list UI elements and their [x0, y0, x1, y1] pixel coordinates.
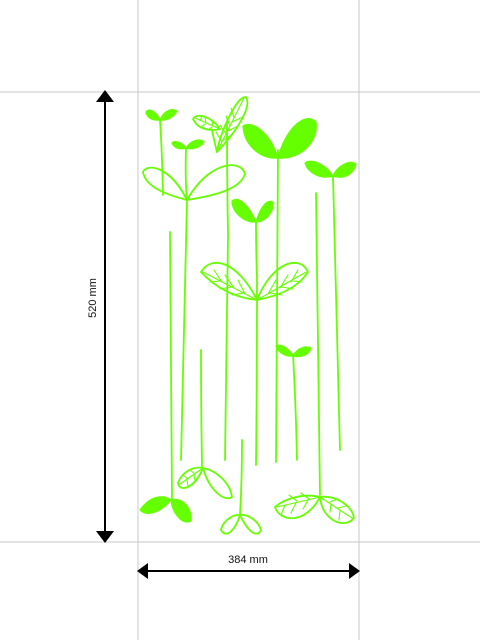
stem	[200, 349, 203, 469]
leaf-outline	[220, 514, 241, 535]
leaf-vein	[202, 269, 258, 301]
leaf	[242, 123, 279, 159]
leaf	[159, 109, 178, 121]
leaf-outline	[200, 262, 258, 301]
leaf	[145, 109, 161, 121]
leaf	[277, 118, 317, 159]
leaf	[332, 161, 357, 178]
leaf-outline	[142, 166, 188, 201]
stem	[169, 231, 173, 501]
width-dimension-label: 384 mm	[228, 554, 268, 566]
leaf	[231, 198, 257, 223]
leaf-vein	[179, 467, 204, 487]
leaf-vein	[194, 115, 221, 131]
leaf	[139, 496, 172, 514]
leaf-vein	[319, 496, 353, 521]
stem	[315, 192, 321, 496]
leaf	[255, 200, 274, 223]
leaf-vein	[256, 269, 307, 301]
leaf	[171, 141, 187, 150]
leaf-veins	[179, 97, 353, 521]
leaf-outline	[239, 514, 262, 535]
stem	[332, 175, 341, 451]
arrowhead-up	[96, 90, 114, 102]
leaf-outline	[186, 164, 246, 201]
height-dimension: 520 mm	[87, 90, 114, 543]
stem	[255, 221, 258, 466]
leaf	[170, 498, 192, 523]
leaf	[185, 139, 205, 150]
stem	[275, 149, 279, 463]
leaf-vein	[215, 97, 245, 153]
stem	[159, 119, 164, 196]
arrowhead-right	[349, 563, 360, 579]
leaf-outline	[202, 467, 233, 500]
stem	[239, 439, 243, 516]
leaf-outline	[216, 96, 249, 153]
stem	[292, 353, 298, 461]
stem	[180, 147, 188, 461]
leaf-outline	[319, 495, 355, 524]
leaf-vein	[276, 492, 321, 516]
leaf	[292, 346, 312, 358]
leaf	[275, 344, 294, 357]
filled-leaves	[139, 109, 357, 523]
leaf-outline	[177, 466, 204, 489]
arrowhead-down	[96, 531, 114, 543]
width-dimension: 384 mm	[137, 554, 360, 579]
stems	[159, 119, 341, 516]
leaf	[304, 160, 334, 178]
sprouts-artwork	[139, 96, 357, 535]
arrowhead-left	[137, 563, 148, 579]
leaf-outline	[256, 262, 309, 301]
outline-leaves	[142, 96, 355, 535]
height-dimension-label: 520 mm	[87, 278, 99, 318]
